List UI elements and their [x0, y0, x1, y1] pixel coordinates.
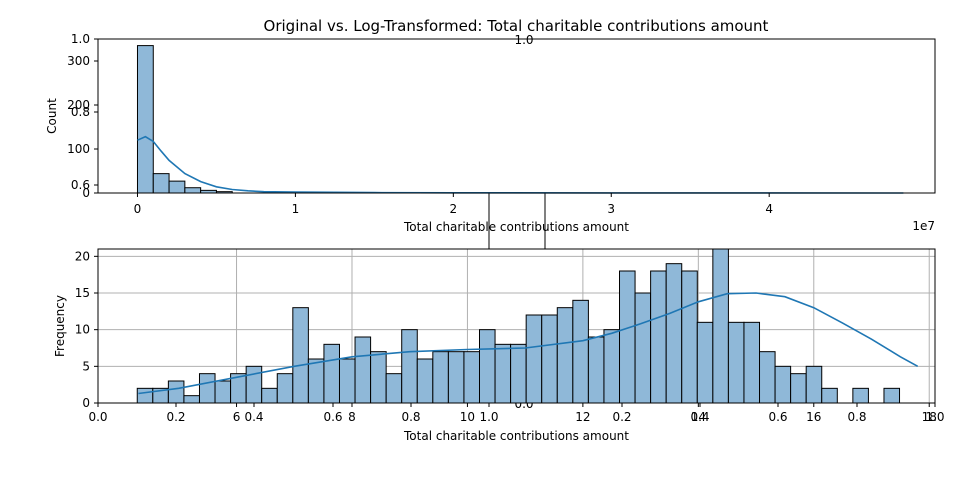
histogram-bar — [743, 321, 761, 404]
kde-line — [137, 135, 904, 194]
axes-frame — [97, 248, 936, 404]
histogram-bar — [401, 329, 418, 404]
ghost-xtick-label: 0.2 — [166, 410, 185, 424]
histogram-bar — [712, 248, 729, 404]
x-axis-label: Total charitable contributions amount — [403, 429, 629, 443]
histogram-bar — [665, 263, 683, 404]
xtick-label: 16 — [806, 410, 821, 424]
histogram-bar — [619, 270, 636, 404]
ytick-label: 100 — [67, 142, 90, 156]
kde-line — [138, 292, 919, 395]
log-histogram: 6 8 10 12 14 16 18 0 5 10 15 20 Total charitable con… — [53, 248, 937, 443]
ghost-ytick-label: 1.0 — [71, 32, 90, 46]
histogram-bar — [603, 329, 621, 404]
histogram-bar — [650, 270, 667, 404]
ghost-xtick-label: 0.2 — [612, 410, 631, 424]
histogram-bar — [821, 387, 838, 404]
histogram-bar — [556, 307, 574, 404]
histogram-bar — [214, 380, 232, 404]
histogram-bar — [681, 270, 698, 404]
histogram-bar — [774, 365, 792, 404]
histogram-bar — [292, 307, 309, 404]
histogram-bar — [587, 336, 605, 404]
ghost-ytick-label: 0.6 — [71, 178, 90, 192]
histogram-bar — [790, 373, 807, 404]
histogram-bar — [494, 343, 512, 404]
ytick-label: 0 — [82, 396, 90, 410]
xtick-label: 3 — [607, 202, 615, 216]
xtick-label: 14 — [691, 410, 706, 424]
ytick-label: 300 — [67, 54, 90, 68]
histogram-bar — [370, 351, 387, 404]
y-axis-label: Count — [45, 98, 59, 134]
histogram-bar — [198, 373, 216, 404]
ytick-label: 20 — [75, 249, 90, 263]
histogram-bar — [416, 358, 434, 404]
histogram-bar — [478, 329, 496, 404]
histogram-bar — [463, 351, 480, 404]
histogram-bar — [572, 299, 589, 404]
histogram-bar — [136, 45, 154, 194]
histogram-bar — [634, 292, 652, 404]
histogram-bar — [261, 387, 278, 404]
xtick-label: 18 — [922, 410, 937, 424]
axes-frame — [97, 38, 936, 194]
ghost-xtick-label: 0.8 — [401, 410, 420, 424]
histogram-bar — [184, 187, 202, 194]
ghost-xtick-label: 0.4 — [690, 410, 709, 424]
original-histogram: 0 1 2 3 4 0 100 200 300 1e7 Total charitable contr… — [45, 38, 936, 234]
xtick-label: 6 — [233, 410, 241, 424]
ghost-xtick-label: 1.0 — [925, 410, 944, 424]
histogram-bar — [727, 321, 745, 404]
xtick-label: 2 — [450, 202, 458, 216]
histogram-bar — [136, 387, 154, 404]
histogram-bar — [696, 321, 714, 404]
histogram-bar — [759, 351, 776, 404]
histogram-bar — [245, 365, 263, 404]
histogram-bar — [338, 358, 356, 404]
histogram-bar — [152, 173, 170, 194]
xtick-label: 4 — [765, 202, 773, 216]
ytick-label: 200 — [67, 98, 90, 112]
histogram-bar — [805, 365, 823, 404]
xtick-label: 10 — [460, 410, 475, 424]
histogram-bar — [432, 351, 449, 404]
histogram-bar — [447, 351, 465, 404]
xtick-label: 0 — [134, 202, 142, 216]
histogram-bar — [323, 343, 340, 404]
chart-title: Original vs. Log-Transformed: Total char… — [264, 17, 769, 35]
ytick-label: 10 — [75, 323, 90, 337]
ytick-label: 15 — [75, 286, 90, 300]
ghost-xtick-label: 0.4 — [244, 410, 263, 424]
xtick-label: 1 — [292, 202, 300, 216]
histogram-bar — [852, 387, 869, 404]
ghost-ytick-label: 0.8 — [71, 105, 90, 119]
histogram-bar — [541, 314, 558, 404]
ghost-xtick-label: 0.6 — [323, 410, 342, 424]
histogram-bar — [525, 314, 543, 404]
ghost-top-label: 1.0 — [514, 33, 533, 47]
xtick-label: 8 — [348, 410, 356, 424]
histogram-bar — [167, 380, 185, 404]
histogram-bar — [510, 343, 527, 404]
xtick-label: 12 — [575, 410, 590, 424]
histogram-bar — [385, 373, 403, 404]
ghost-xtick-label: 1.0 — [479, 410, 498, 424]
histogram-bar — [883, 387, 901, 404]
histogram-bar — [307, 358, 325, 404]
histogram-bar — [183, 395, 200, 404]
x-axis-label: Total charitable contributions amount — [403, 220, 629, 234]
ghost-xtick-label: 0.0 — [88, 410, 107, 424]
histogram-bar — [168, 180, 186, 194]
x-scale-label: 1e7 — [912, 219, 935, 233]
ytick-label: 5 — [82, 359, 90, 373]
ghost-xtick-label: 0.6 — [768, 410, 787, 424]
ghost-xtick-label: 0.8 — [847, 410, 866, 424]
histogram-bar — [276, 373, 294, 404]
ghost-axes: 1.00.01.00.80.60.0 0.2 0.4 0.6 0.8 1.0 0.2 0.4 0… — [71, 32, 945, 424]
ytick-label: 0 — [82, 186, 90, 200]
y-axis-label: Frequency — [53, 295, 67, 357]
histogram-bar — [354, 336, 372, 404]
